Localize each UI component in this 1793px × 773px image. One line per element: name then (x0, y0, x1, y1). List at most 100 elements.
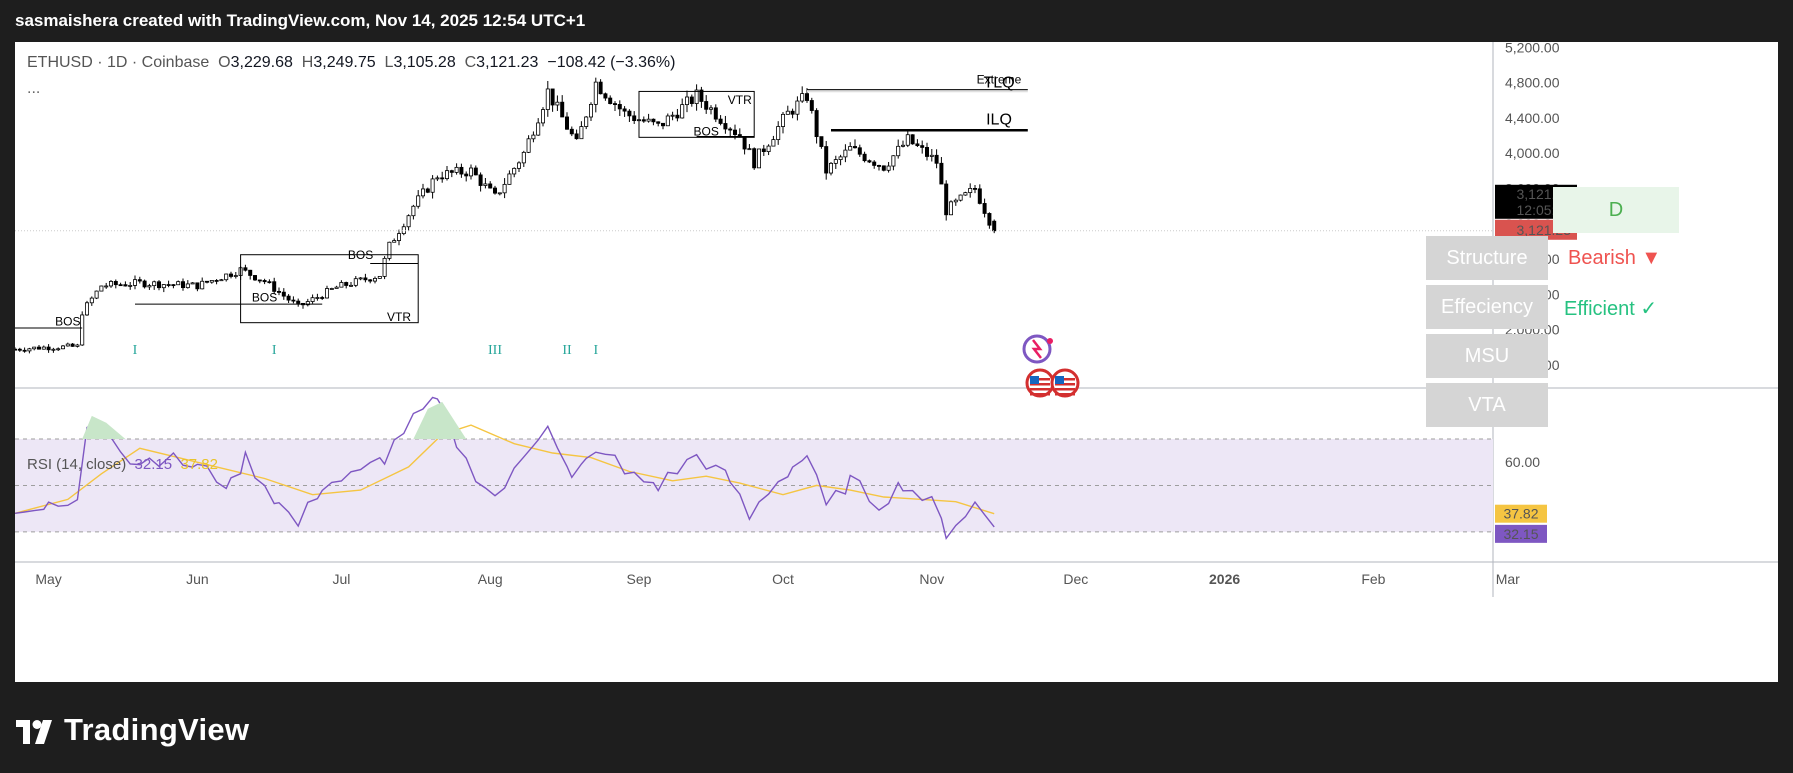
candle-body (435, 177, 440, 180)
candle-body (689, 96, 694, 104)
symbol-legend: ETHUSD · 1D · Coinbase O3,229.68 H3,249.… (27, 54, 675, 72)
flag-stripe-icon (1030, 388, 1050, 391)
roman-numeral-marker: I (593, 343, 598, 358)
candle-body (80, 314, 85, 346)
candle-body (185, 283, 190, 289)
price-chart-canvas[interactable]: 1,600.002,000.002,400.002,800.003,200.00… (15, 42, 1778, 682)
price-axis-tick: 4,800.00 (1505, 75, 1560, 91)
candle-body (363, 277, 368, 281)
candle-body (733, 129, 738, 135)
candle-body (675, 114, 680, 119)
candle-body (641, 119, 646, 122)
tlq-label: TLQ (983, 75, 1014, 92)
candle-body (915, 143, 920, 147)
open-label: O (218, 54, 231, 71)
candles-group (15, 77, 997, 354)
candle-body (661, 122, 666, 127)
candle-body (565, 116, 570, 130)
time-axis-tick: Oct (772, 571, 794, 587)
candle-body (392, 240, 397, 243)
candle-body (329, 288, 334, 290)
candle-body (541, 109, 546, 124)
time-axis-tick: Jul (332, 571, 350, 587)
candle-body (156, 281, 161, 289)
candle-body (85, 302, 90, 316)
structure-value: Bearish ▼ (1568, 247, 1662, 269)
candle-body (824, 146, 829, 174)
candle-body (358, 277, 363, 280)
rsi-title[interactable]: RSI (14, close) (27, 456, 127, 473)
flag-stripe-icon (1055, 393, 1075, 396)
candle-body (425, 188, 430, 193)
symbol-label[interactable]: ETHUSD · 1D · Coinbase (27, 54, 210, 71)
candle-body (420, 188, 425, 197)
tradingview-logo: TradingView (16, 712, 249, 748)
rsi-ma-tag-box (1495, 504, 1547, 523)
candle-body (344, 282, 349, 286)
candle-body (166, 284, 171, 286)
roman-numeral-marker: III (488, 343, 502, 358)
candle-body (233, 275, 238, 277)
candle-body (228, 273, 233, 277)
candle-body (814, 110, 819, 138)
candle-body (502, 183, 507, 194)
time-axis-tick: Feb (1361, 571, 1385, 587)
candle-body (665, 115, 670, 127)
vtr-box (240, 254, 419, 324)
candle-body (65, 343, 70, 347)
candle-body (867, 160, 872, 163)
rsi-overbought-fill (413, 401, 467, 440)
candle-body (694, 89, 699, 104)
author-credit: sasmaishera created with TradingView.com… (15, 11, 586, 30)
candle-body (204, 280, 209, 283)
structure-annotation: BOS (252, 291, 277, 305)
candle-body (853, 146, 858, 149)
structure-annotation: VTR (728, 93, 752, 107)
candle-body (353, 278, 358, 286)
candle-body (833, 159, 838, 164)
structure-annotation: BOS (55, 314, 80, 328)
time-axis-tick: Aug (478, 571, 503, 587)
candle-body (46, 346, 51, 351)
candle-body (584, 116, 589, 127)
candle-body (468, 167, 473, 177)
candle-body (627, 110, 632, 117)
more-indicators-button[interactable]: ... (27, 80, 41, 97)
candle-body (838, 156, 843, 160)
flag-stripe-icon (1030, 383, 1050, 386)
candle-body (713, 107, 718, 120)
candle-body (382, 257, 387, 277)
candle-body (128, 285, 133, 287)
timeframe-cell: D (1553, 187, 1679, 233)
candle-body (613, 103, 618, 105)
candle-body (603, 93, 608, 99)
candle-body (953, 199, 958, 203)
candle-body (286, 295, 291, 301)
candle-body (699, 89, 704, 102)
candle-body (795, 100, 800, 115)
candle-body (315, 297, 320, 299)
candle-body (147, 285, 152, 288)
candle-body (776, 126, 781, 141)
candle-body (709, 107, 714, 110)
candle-body (617, 104, 622, 110)
candle-body (41, 346, 46, 350)
candle-body (133, 279, 138, 286)
candle-body (536, 122, 541, 136)
candle-body (109, 281, 114, 287)
rsi-value: 32.15 (134, 456, 173, 473)
candle-body (243, 267, 248, 271)
candle-body (17, 348, 22, 351)
flag-stripe-icon (1055, 383, 1075, 386)
candle-body (742, 136, 747, 150)
candle-body (992, 220, 997, 232)
candle-body (406, 215, 411, 228)
candle-body (440, 177, 445, 180)
chart-frame[interactable]: 1,600.002,000.002,400.002,800.003,200.00… (15, 42, 1778, 682)
extreme-zone (807, 89, 1028, 93)
candle-body (296, 300, 301, 304)
candle-body (593, 81, 598, 105)
candle-body (608, 97, 613, 104)
candle-body (901, 144, 906, 147)
candle-body (987, 213, 992, 226)
